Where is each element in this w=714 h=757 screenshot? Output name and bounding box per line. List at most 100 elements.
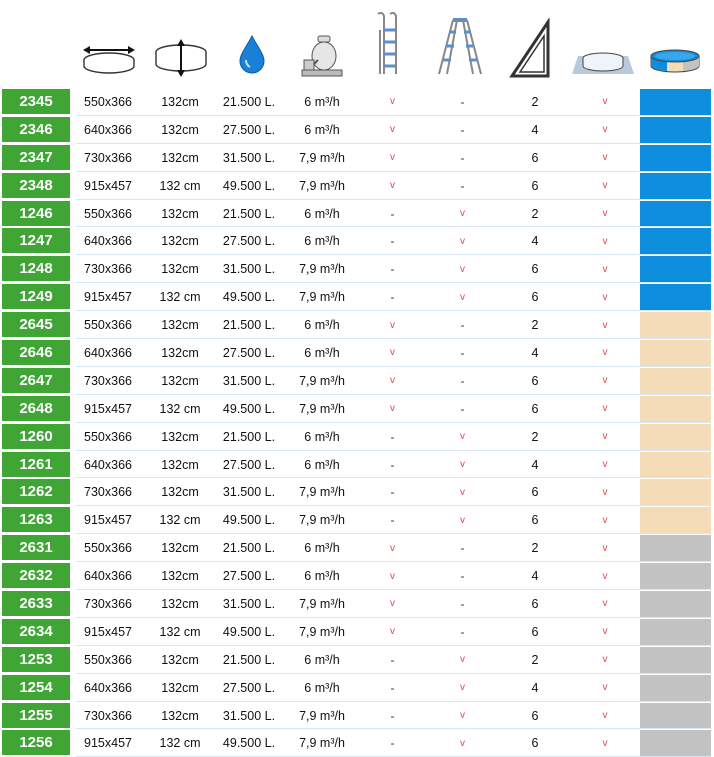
product-code: 1253 [2,646,70,672]
platform-ladder-availability: v [460,682,465,694]
product-code: 1248 [2,256,70,282]
cover-availability: v [602,124,608,136]
table-row: 1255 730x366 132cm 31.500 L. 7,9 m³/h - v 6 v [0,702,714,730]
ladder-availability: - [390,485,395,500]
pool-height: 132 cm [159,401,201,416]
pool-size: 915x457 [84,290,132,305]
cover-availability: v [602,431,608,443]
table-row: 2632 640x366 132cm 27.500 L. 6 m³/h v - 4 v [0,562,714,591]
cover-availability: v [602,654,608,666]
pool-size: 730x366 [84,708,132,723]
liner-color-swatch [640,730,711,757]
pool-height: 132 cm [159,290,201,305]
liner-color-swatch [640,479,711,506]
ladder-availability: v [390,347,395,359]
table-row: 1261 640x366 132cm 27.500 L. 6 m³/h - v 4 v [0,451,714,479]
pool-volume: 49.500 L. [222,178,276,193]
filter-capacity: 7,9 m³/h [299,624,345,639]
pool-size: 730x366 [84,596,132,611]
pool-size: 550x366 [84,541,132,556]
pool-size: 730x366 [84,485,132,500]
filter-capacity: 7,9 m³/h [299,708,345,723]
table-row: 2648 915x457 132 cm 49.500 L. 7,9 m³/h v - 6 v [0,395,714,423]
pool-table-body: 2345 550x366 132cm 21.500 L. 6 m³/h v - 2 v 2346 6… [0,88,714,757]
filter-capacity: 7,9 m³/h [299,373,345,388]
filter-capacity: 7,9 m³/h [299,736,345,751]
pool-height: 132cm [161,457,199,472]
filter-capacity: 7,9 m³/h [299,262,345,277]
liner-color-swatch [640,200,711,227]
pool-size: 730x366 [84,373,132,388]
row-divider [76,226,711,228]
ladder-availability: v [390,180,395,192]
cover-availability: v [602,737,608,749]
table-row: 2646 640x366 132cm 27.500 L. 6 m³/h v - 4 v [0,339,714,367]
pool-height: 132cm [161,345,199,360]
row-divider [76,365,711,367]
row-divider [76,282,711,284]
wall-supports-count: 4 [531,569,539,584]
product-code: 2633 [2,591,70,617]
row-divider [76,561,711,563]
wall-supports-count: 6 [531,373,539,388]
cover-availability: v [602,403,608,415]
platform-ladder-availability: v [460,459,465,471]
platform-ladder-availability: v [460,263,465,275]
ladder-availability: - [390,234,395,249]
product-code: 2347 [2,144,70,170]
pool-volume: 49.500 L. [222,290,276,305]
wall-supports-count: 2 [531,541,539,556]
wall-supports-count: 6 [531,290,539,305]
wall-supports-count: 2 [531,652,539,667]
pool-height: 132cm [161,234,199,249]
product-code: 2634 [2,618,70,644]
filter-capacity: 7,9 m³/h [299,596,345,611]
platform-ladder-availability: - [460,373,465,388]
liner-color-swatch [640,395,711,422]
liner-color-swatch [640,89,711,115]
pool-volume: 21.500 L. [222,652,276,667]
filter-capacity: 6 m³/h [304,652,340,667]
table-header [0,0,714,88]
ladder-availability: v [390,319,395,331]
cover-availability: v [602,542,608,554]
liner-color-swatch [640,535,711,562]
pool-size: 915x457 [84,178,132,193]
platform-ladder-availability: v [460,654,465,666]
pool-size: 550x366 [84,652,132,667]
liner-color-swatch [640,563,711,590]
product-code: 1247 [2,228,70,254]
pool-size: 550x366 [84,429,132,444]
pool-volume: 31.500 L. [222,485,276,500]
row-divider [76,449,711,451]
wall-supports-count: 4 [531,457,539,472]
pool-volume: 49.500 L. [222,513,276,528]
wall-supports-count: 6 [531,178,539,193]
pool-cover-icon [570,46,636,76]
pool-height: 132cm [161,206,199,221]
ladder-availability: - [390,457,395,472]
pool-height: 132cm [161,122,199,137]
ladder-availability: - [390,513,395,528]
filter-capacity: 6 m³/h [304,457,340,472]
table-row: 1256 915x457 132 cm 49.500 L. 7,9 m³/h - v 6 v [0,729,714,757]
pool-volume: 31.500 L. [222,708,276,723]
pool-size: 640x366 [84,457,132,472]
liner-color-swatch [640,144,711,171]
filter-capacity: 7,9 m³/h [299,290,345,305]
liner-color-swatch [640,423,711,450]
filter-capacity: 6 m³/h [304,122,340,137]
cover-availability: v [602,570,608,582]
filter-capacity: 6 m³/h [304,345,340,360]
product-code: 1256 [2,730,70,756]
wall-supports-count: 4 [531,122,539,137]
pool-volume: 31.500 L. [222,373,276,388]
cover-availability: v [602,180,608,192]
platform-ladder-availability: v [460,486,465,498]
pool-size: 915x457 [84,736,132,751]
pool-height: 132cm [161,485,199,500]
liner-color-swatch [640,507,711,534]
wall-supports-count: 6 [531,708,539,723]
platform-ladder-availability: - [460,318,465,333]
pool-height: 132cm [161,569,199,584]
